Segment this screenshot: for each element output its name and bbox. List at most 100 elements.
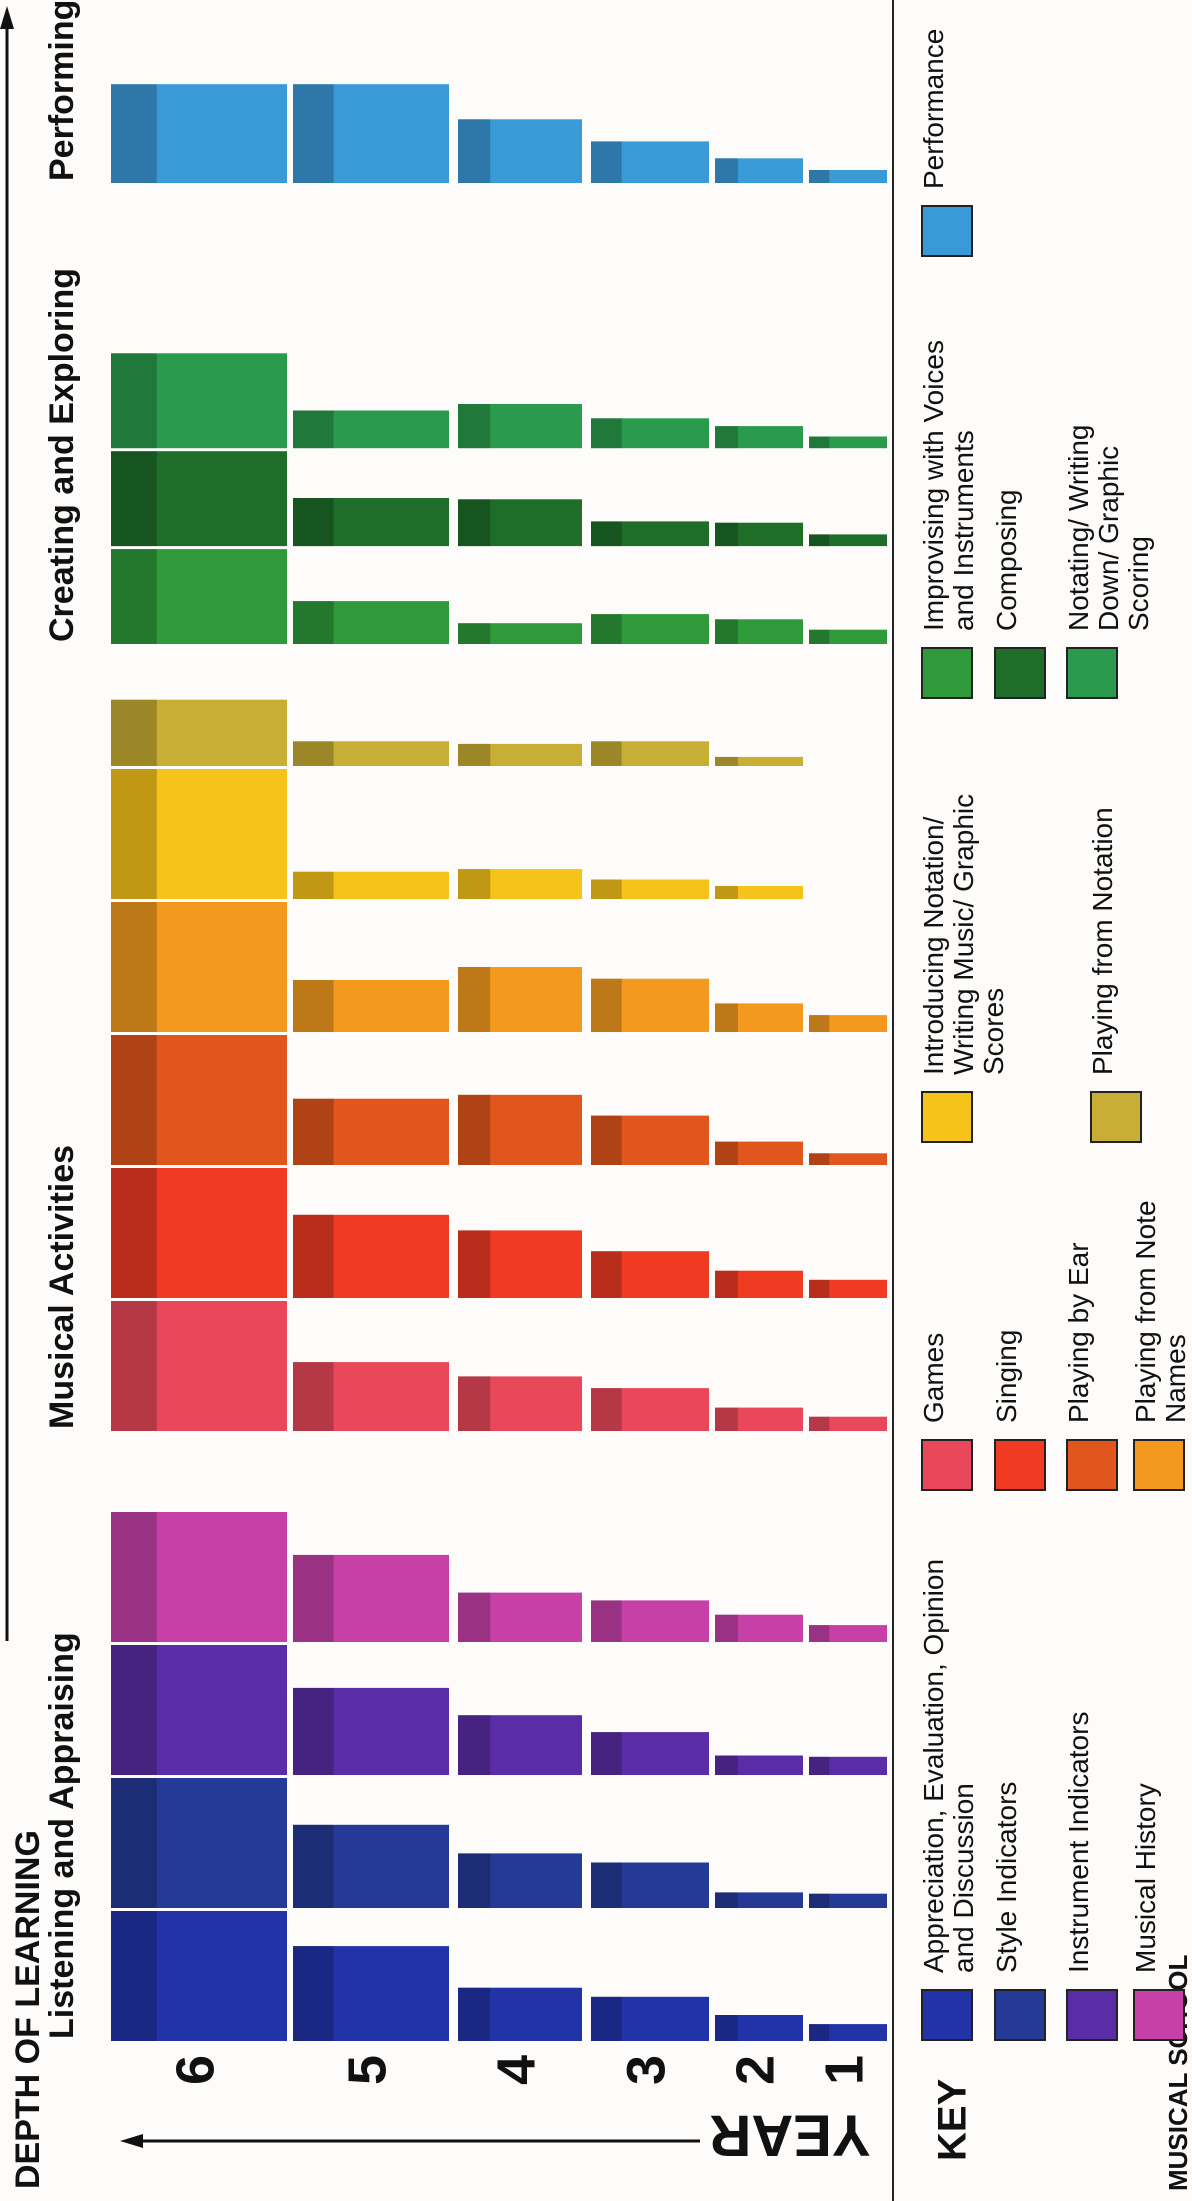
legend-swatch — [994, 647, 1046, 699]
bar — [715, 1614, 803, 1642]
bar-shade — [809, 629, 830, 644]
bar-shade — [293, 410, 334, 449]
bar — [458, 743, 582, 766]
bar-shade — [111, 1911, 157, 2041]
legend-label: Introducing Notation/ Writing Music/ Gra… — [918, 793, 1009, 1075]
bar — [809, 1153, 887, 1165]
bar-shade — [458, 499, 491, 547]
bar — [111, 1168, 287, 1298]
bar-shade — [591, 879, 622, 899]
bar — [809, 1015, 887, 1032]
bar-shade — [458, 743, 491, 766]
bar-shade — [458, 623, 491, 644]
bar-shade — [293, 871, 334, 899]
bar-shade — [591, 1251, 622, 1298]
bar — [591, 1115, 709, 1165]
legend-label: Playing by Ear — [1063, 1242, 1094, 1423]
bar — [809, 629, 887, 644]
bar-shade — [809, 170, 830, 183]
legend-label: Improvising with Voices and Instruments — [918, 339, 979, 631]
bar — [293, 84, 449, 183]
bar — [111, 451, 287, 547]
bar — [111, 549, 287, 644]
bar — [111, 1512, 287, 1642]
bar — [809, 1279, 887, 1298]
bar-shade — [111, 353, 157, 449]
bar — [715, 886, 803, 899]
bar-shade — [293, 980, 334, 1032]
bar-shade — [715, 1003, 738, 1032]
bar-shade — [591, 741, 622, 766]
bar-shade — [591, 1996, 622, 2041]
bar-shade — [715, 1614, 738, 1642]
bar-shade — [111, 1512, 157, 1642]
bar — [293, 980, 449, 1032]
bar — [293, 410, 449, 449]
bar-shade — [809, 1893, 830, 1908]
bar — [458, 403, 582, 449]
bar — [809, 170, 887, 183]
bar — [293, 1214, 449, 1298]
bar-shade — [591, 1862, 622, 1908]
bar-shade — [111, 1778, 157, 1908]
bar — [111, 1301, 287, 1431]
bar — [458, 119, 582, 183]
bar — [111, 902, 287, 1032]
bar-shade — [111, 902, 157, 1032]
bar-shade — [591, 1600, 622, 1642]
legend-swatch — [994, 1439, 1046, 1491]
group-title: Creating and Exploring — [43, 268, 81, 642]
bar-shade — [458, 869, 491, 899]
legend-swatch — [994, 1989, 1046, 2041]
bar — [111, 84, 287, 183]
bar-shade — [809, 1279, 830, 1298]
bar — [591, 1732, 709, 1775]
legend-swatch — [1133, 1989, 1185, 2041]
bar-shade — [458, 1376, 491, 1431]
bar-shade — [591, 418, 622, 449]
y-tick-label: 6 — [165, 2055, 225, 2085]
bar-shade — [715, 886, 738, 899]
y-tick-label: 5 — [337, 2055, 397, 2085]
legend-swatch — [1133, 1439, 1185, 1491]
bar — [809, 1625, 887, 1642]
bar-shade — [458, 1987, 491, 2041]
bar — [591, 1862, 709, 1908]
bar — [458, 1715, 582, 1775]
bar — [111, 1778, 287, 1908]
bar — [809, 1416, 887, 1431]
legend-swatch — [1090, 1091, 1142, 1143]
legend-swatch — [921, 1091, 973, 1143]
bar-shade — [293, 1824, 334, 1908]
bar-shade — [111, 1035, 157, 1165]
bar-shade — [111, 549, 157, 644]
bar-shade — [111, 84, 157, 183]
legend-label: Playing from Notation — [1087, 807, 1118, 1075]
bar-shade — [715, 2015, 738, 2041]
bar — [111, 699, 287, 766]
group-title: Listening and Appraising — [43, 1632, 81, 2039]
legend-swatch — [1066, 1989, 1118, 2041]
bar-shade — [715, 1141, 738, 1165]
bar — [293, 1946, 449, 2041]
bar-shade — [715, 1407, 738, 1431]
bar-shade — [293, 1946, 334, 2041]
bar-shade — [458, 967, 491, 1032]
bar — [111, 353, 287, 449]
bar-shade — [111, 451, 157, 547]
bar — [591, 1251, 709, 1298]
bar-shade — [715, 426, 738, 449]
group-title: Musical Activities — [43, 1145, 81, 1429]
bar — [458, 1853, 582, 1908]
bar-shade — [591, 978, 622, 1032]
bar-shade — [591, 614, 622, 644]
bar-shade — [458, 1592, 491, 1642]
bar — [715, 2015, 803, 2041]
bar — [715, 158, 803, 183]
bar — [715, 1407, 803, 1431]
bar — [809, 534, 887, 547]
bar-shade — [293, 1362, 334, 1431]
bar — [111, 1911, 287, 2041]
depth-arrowhead — [0, 6, 14, 29]
